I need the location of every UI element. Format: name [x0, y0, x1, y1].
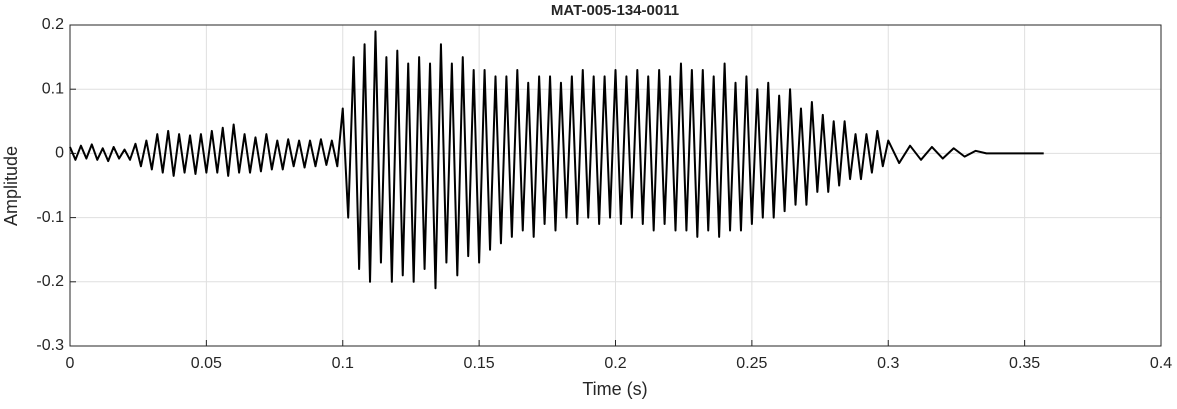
x-axis-label: Time (s) — [582, 379, 647, 399]
x-tick-label: 0.05 — [191, 355, 222, 372]
chart-title: MAT-005-134-0011 — [551, 2, 679, 19]
y-tick-label: 0.2 — [42, 16, 64, 33]
y-tick-label: 0 — [55, 145, 64, 162]
y-tick-label: -0.2 — [36, 273, 64, 290]
x-tick-label: 0.3 — [877, 355, 899, 372]
x-tick-label: 0.4 — [1150, 355, 1172, 372]
x-tick-label: 0.2 — [604, 355, 626, 372]
y-tick-label: 0.1 — [42, 80, 64, 97]
y-tick-label: -0.1 — [36, 209, 64, 226]
x-tick-label: 0 — [66, 355, 75, 372]
axes-box — [69, 24, 1162, 347]
x-tick-label: 0.1 — [332, 355, 354, 372]
y-tick-label: -0.3 — [36, 337, 64, 354]
y-axis-label: Amplitude — [1, 146, 21, 226]
x-tick-label: 0.35 — [1009, 355, 1040, 372]
waveform-line — [69, 30, 1044, 290]
x-tick-label: 0.25 — [736, 355, 767, 372]
x-tick-label: 0.15 — [464, 355, 495, 372]
